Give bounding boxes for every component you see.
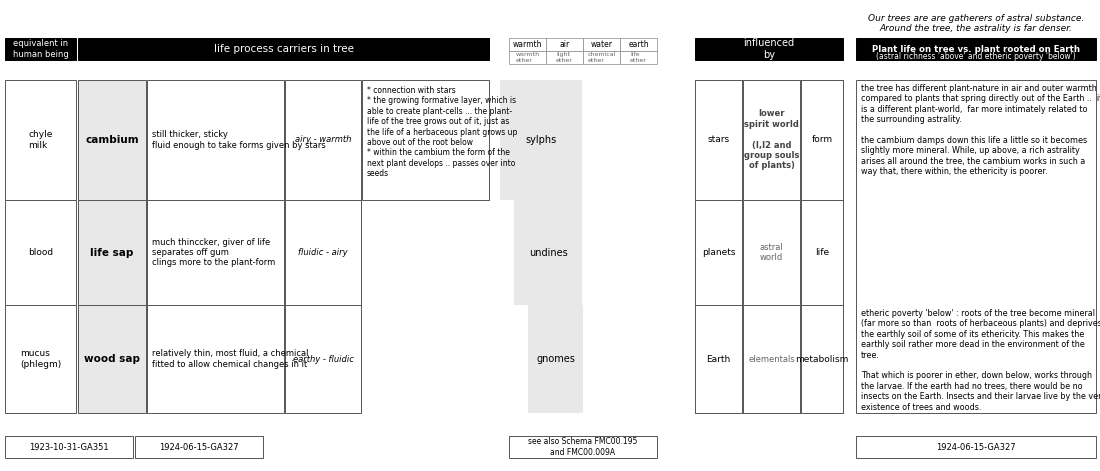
- Text: planets: planets: [702, 248, 735, 257]
- Bar: [509, 38, 546, 51]
- Text: life: life: [815, 248, 829, 257]
- Bar: [147, 200, 284, 305]
- Bar: [801, 305, 843, 413]
- Bar: [546, 51, 583, 64]
- Text: life
ether: life ether: [630, 52, 647, 63]
- Bar: [856, 80, 1096, 413]
- Bar: [6, 436, 133, 458]
- Bar: [514, 200, 582, 305]
- Text: warmth
ether: warmth ether: [516, 52, 540, 63]
- Bar: [742, 200, 800, 305]
- Bar: [6, 38, 76, 60]
- Text: see also Schema FMC00.195
and FMC00.009A: see also Schema FMC00.195 and FMC00.009A: [528, 437, 638, 457]
- Text: Our trees are are gatherers of astral substance.
Around the tree, the astrality : Our trees are are gatherers of astral su…: [868, 14, 1085, 33]
- Bar: [78, 80, 146, 200]
- Text: much thinccker, giver of life
separates off gum
clings more to the plant-form: much thinccker, giver of life separates …: [152, 237, 275, 268]
- Text: undines: undines: [529, 247, 568, 258]
- Bar: [742, 80, 800, 200]
- Text: astral
world: astral world: [760, 243, 783, 262]
- Bar: [695, 200, 743, 305]
- Bar: [6, 305, 76, 413]
- Bar: [546, 38, 583, 51]
- Text: fluidic - airy: fluidic - airy: [298, 248, 348, 257]
- Bar: [856, 436, 1096, 458]
- Text: 1924-06-15-GA327: 1924-06-15-GA327: [936, 442, 1015, 452]
- Text: life sap: life sap: [90, 247, 134, 258]
- Bar: [695, 80, 843, 413]
- Text: wood sap: wood sap: [84, 354, 140, 364]
- Text: * connection with stars
* the growing formative layer, which is
able to create p: * connection with stars * the growing fo…: [367, 86, 517, 178]
- Bar: [147, 305, 284, 413]
- Bar: [500, 80, 582, 200]
- Bar: [801, 80, 843, 200]
- Text: air: air: [560, 40, 570, 49]
- Text: earthy - fluidic: earthy - fluidic: [293, 355, 353, 364]
- Text: equivalent in
human being: equivalent in human being: [12, 39, 68, 59]
- Text: elementals: elementals: [748, 355, 795, 364]
- Bar: [695, 305, 743, 413]
- Bar: [528, 305, 583, 413]
- Text: light
ether: light ether: [557, 52, 573, 63]
- Text: Plant life on tree vs. plant rooted on Earth: Plant life on tree vs. plant rooted on E…: [872, 45, 1080, 54]
- Bar: [78, 38, 490, 60]
- Text: 1924-06-15-GA327: 1924-06-15-GA327: [160, 442, 239, 452]
- Bar: [583, 38, 620, 51]
- Bar: [509, 51, 546, 64]
- Text: cambium: cambium: [85, 135, 139, 145]
- Text: still thicker, sticky
fluid enough to take forms given by stars: still thicker, sticky fluid enough to ta…: [152, 130, 326, 150]
- Text: sylphs: sylphs: [526, 135, 557, 145]
- Bar: [801, 200, 843, 305]
- Text: chyle
milk: chyle milk: [29, 130, 53, 150]
- Bar: [695, 80, 743, 200]
- Text: metabolism: metabolism: [795, 355, 849, 364]
- Bar: [78, 200, 146, 305]
- Bar: [620, 51, 657, 64]
- Bar: [147, 80, 284, 200]
- Text: airy - warmth: airy - warmth: [295, 136, 351, 145]
- Text: the tree has different plant-nature in air and outer warmth
compared to plants t: the tree has different plant-nature in a…: [861, 84, 1100, 176]
- Text: warmth: warmth: [513, 40, 542, 49]
- Text: form: form: [812, 136, 833, 145]
- Text: chemical
ether: chemical ether: [587, 52, 616, 63]
- Bar: [695, 38, 843, 60]
- Bar: [742, 305, 800, 413]
- Text: relatively thin, most fluid, a chemical
fitted to allow chemical changes in it: relatively thin, most fluid, a chemical …: [152, 349, 308, 369]
- Bar: [6, 80, 76, 200]
- Text: gnomes: gnomes: [536, 354, 575, 364]
- Text: 1923-10-31-GA351: 1923-10-31-GA351: [30, 442, 109, 452]
- Bar: [285, 80, 361, 200]
- Text: mucus
(phlegm): mucus (phlegm): [20, 349, 62, 369]
- Text: Earth: Earth: [706, 355, 730, 364]
- Bar: [583, 51, 620, 64]
- Text: blood: blood: [28, 248, 53, 257]
- Text: water: water: [591, 40, 613, 49]
- Text: etheric poverty 'below' : roots of the tree become mineral
(far more so than  ro: etheric poverty 'below' : roots of the t…: [861, 309, 1100, 412]
- Text: lower
spirit world

(I,I2 and
group souls
of plants): lower spirit world (I,I2 and group souls…: [744, 109, 800, 171]
- Bar: [362, 80, 490, 200]
- Bar: [285, 200, 361, 305]
- Text: influenced
by: influenced by: [744, 38, 794, 60]
- Bar: [6, 200, 76, 305]
- Text: stars: stars: [707, 136, 729, 145]
- Bar: [78, 305, 146, 413]
- Text: life process carriers in tree: life process carriers in tree: [213, 44, 353, 54]
- Bar: [135, 436, 263, 458]
- Bar: [856, 38, 1096, 60]
- Bar: [620, 38, 657, 51]
- Text: (astral richness 'above' and etheric poverty 'below'): (astral richness 'above' and etheric pov…: [876, 52, 1076, 61]
- Bar: [509, 436, 657, 458]
- Text: earth: earth: [628, 40, 649, 49]
- Bar: [285, 305, 361, 413]
